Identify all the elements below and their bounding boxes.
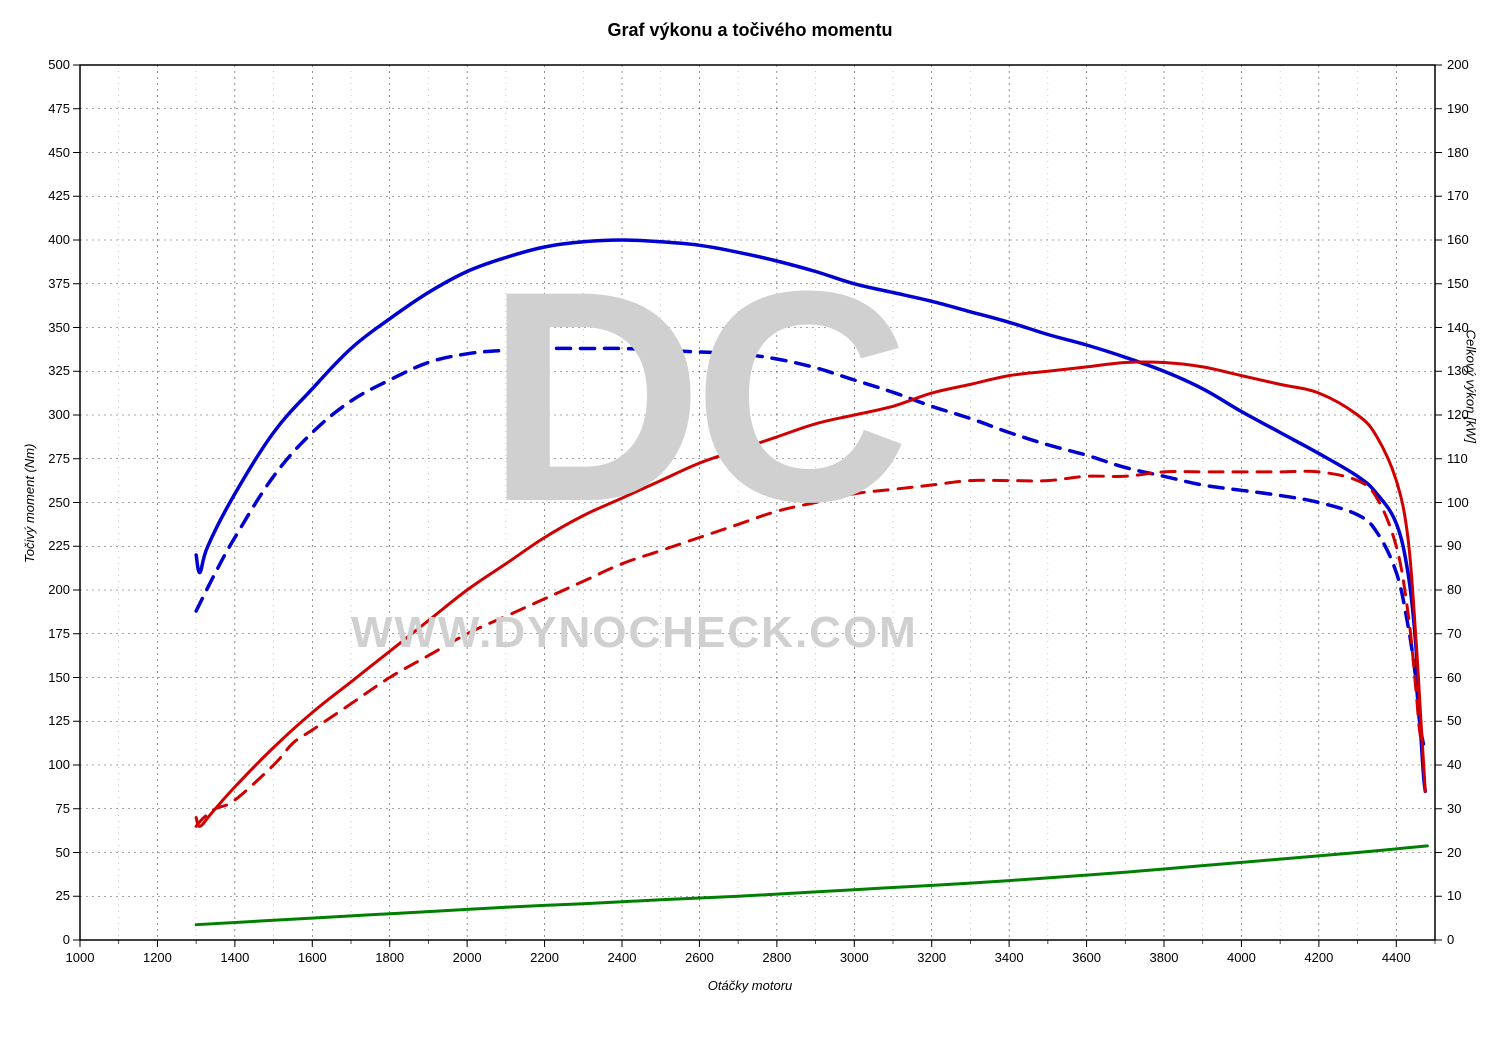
tick-label: 175 <box>48 626 70 641</box>
tick-label: 3000 <box>840 950 869 965</box>
tick-label: 0 <box>63 932 70 947</box>
tick-label: 60 <box>1447 670 1461 685</box>
tick-label: 75 <box>56 801 70 816</box>
tick-label: 4000 <box>1227 950 1256 965</box>
tick-label: 300 <box>48 407 70 422</box>
tick-label: 200 <box>1447 57 1469 72</box>
y-axis-right-label: Celkový výkon [kW] <box>1463 329 1478 442</box>
tick-label: 4200 <box>1304 950 1333 965</box>
chart-container: Graf výkonu a točivého momentu Otáčky mo… <box>0 0 1500 1041</box>
tick-label: 1000 <box>66 950 95 965</box>
tick-label: 90 <box>1447 538 1461 553</box>
y-axis-left-label: Točivý moment (Nm) <box>22 443 37 562</box>
tick-label: 20 <box>1447 845 1461 860</box>
tick-label: 1400 <box>220 950 249 965</box>
tick-label: 160 <box>1447 232 1469 247</box>
tick-label: 170 <box>1447 188 1469 203</box>
tick-label: 110 <box>1447 451 1468 466</box>
tick-label: 100 <box>48 757 70 772</box>
tick-label: 180 <box>1447 145 1469 160</box>
tick-label: 2200 <box>530 950 559 965</box>
tick-label: 3200 <box>917 950 946 965</box>
tick-label: 3800 <box>1150 950 1179 965</box>
tick-label: 2600 <box>685 950 714 965</box>
tick-label: 1200 <box>143 950 172 965</box>
tick-label: 190 <box>1447 101 1469 116</box>
tick-label: 200 <box>48 582 70 597</box>
tick-label: 150 <box>48 670 70 685</box>
tick-label: 50 <box>1447 713 1461 728</box>
tick-label: 500 <box>48 57 70 72</box>
tick-label: 3400 <box>995 950 1024 965</box>
tick-label: 100 <box>1447 495 1469 510</box>
tick-label: 150 <box>1447 276 1469 291</box>
tick-label: 1600 <box>298 950 327 965</box>
tick-label: 0 <box>1447 932 1454 947</box>
tick-label: 70 <box>1447 626 1461 641</box>
x-axis-label: Otáčky motoru <box>0 978 1500 993</box>
tick-label: 10 <box>1447 888 1461 903</box>
watermark-logo: DC <box>487 223 900 569</box>
tick-label: 3600 <box>1072 950 1101 965</box>
tick-label: 140 <box>1447 320 1469 335</box>
tick-label: 450 <box>48 145 70 160</box>
tick-label: 4400 <box>1382 950 1411 965</box>
tick-label: 350 <box>48 320 70 335</box>
tick-label: 225 <box>48 538 70 553</box>
tick-label: 375 <box>48 276 70 291</box>
tick-label: 130 <box>1447 363 1469 378</box>
tick-label: 2800 <box>762 950 791 965</box>
tick-label: 425 <box>48 188 70 203</box>
tick-label: 2400 <box>608 950 637 965</box>
tick-label: 80 <box>1447 582 1461 597</box>
tick-label: 120 <box>1447 407 1469 422</box>
tick-label: 250 <box>48 495 70 510</box>
tick-label: 30 <box>1447 801 1461 816</box>
tick-label: 2000 <box>453 950 482 965</box>
tick-label: 325 <box>48 363 70 378</box>
tick-label: 275 <box>48 451 70 466</box>
tick-label: 25 <box>56 888 70 903</box>
tick-label: 1800 <box>375 950 404 965</box>
tick-label: 400 <box>48 232 70 247</box>
tick-label: 125 <box>48 713 70 728</box>
series-losses <box>196 846 1427 925</box>
tick-label: 50 <box>56 845 70 860</box>
watermark-url: WWW.DYNOCHECK.COM <box>351 608 918 658</box>
tick-label: 40 <box>1447 757 1461 772</box>
tick-label: 475 <box>48 101 70 116</box>
chart-title: Graf výkonu a točivého momentu <box>0 20 1500 41</box>
